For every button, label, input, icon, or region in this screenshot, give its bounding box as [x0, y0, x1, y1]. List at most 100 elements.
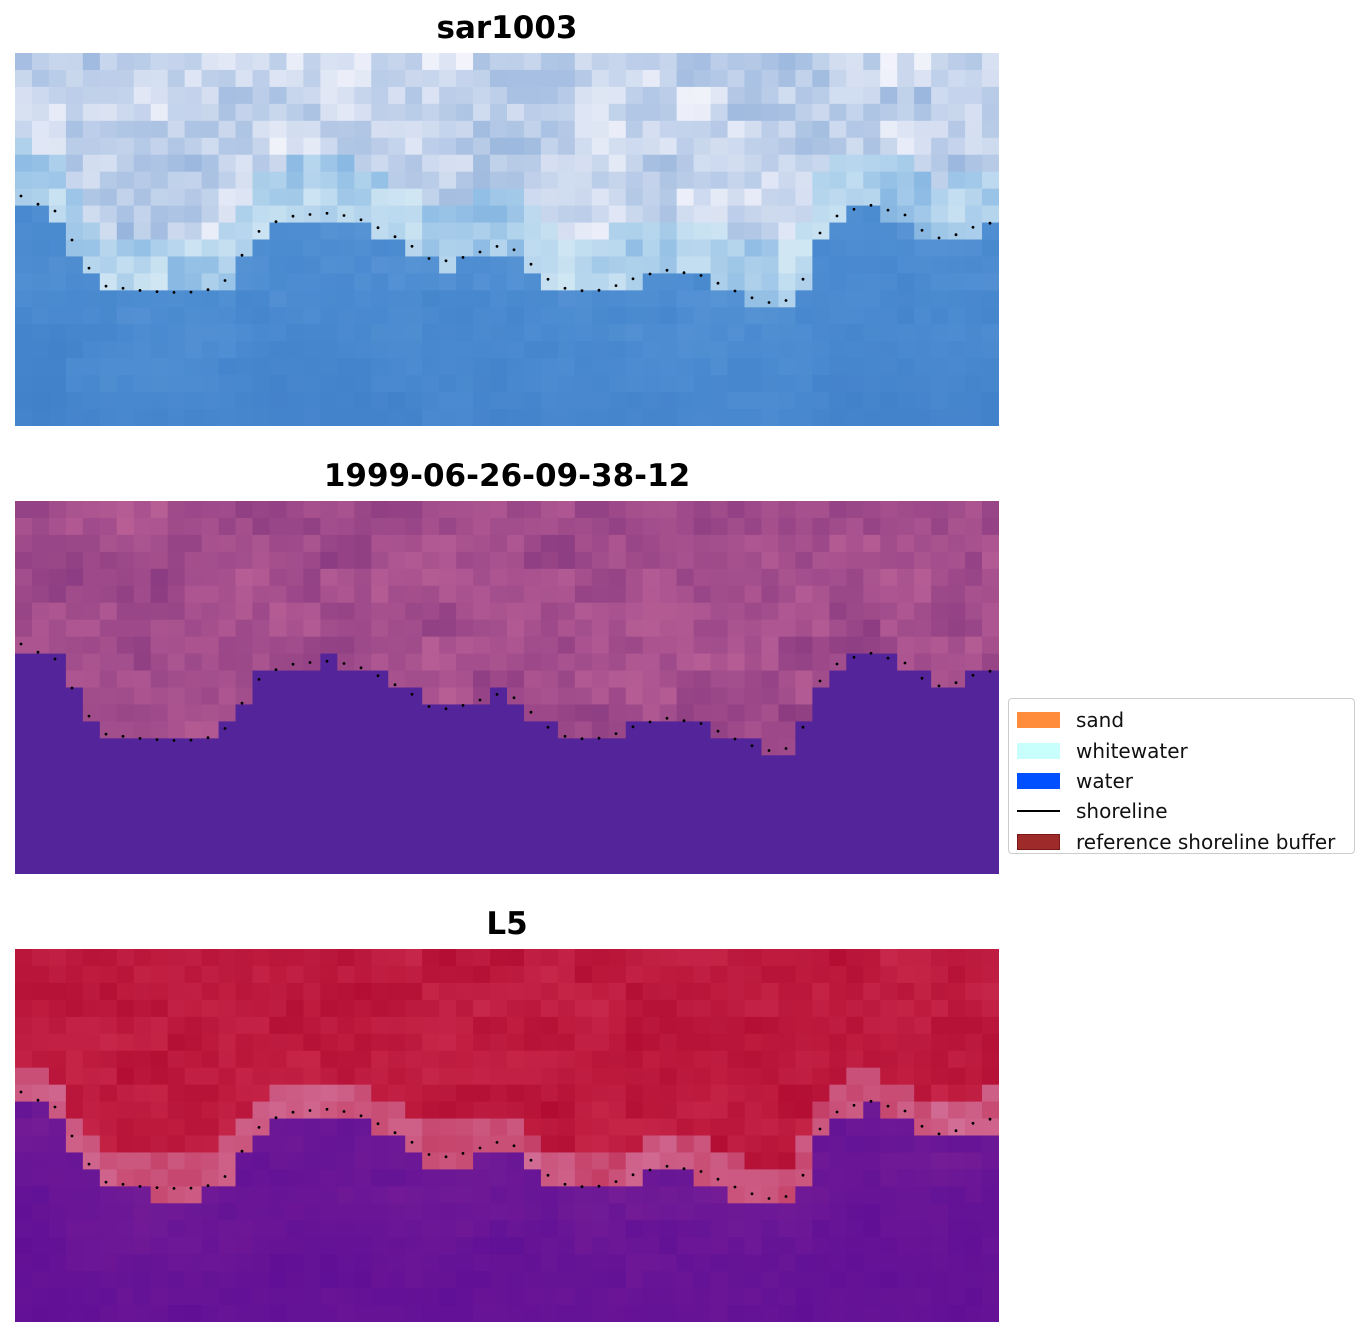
- shoreline-point: [376, 226, 380, 230]
- shoreline-point: [36, 202, 40, 206]
- shoreline-point: [223, 279, 227, 282]
- shoreline-point: [70, 686, 74, 690]
- shoreline-point: [342, 662, 346, 665]
- shoreline-point: [784, 299, 788, 302]
- shoreline-point: [172, 1187, 176, 1190]
- shoreline-point: [172, 739, 176, 742]
- shoreline-point: [189, 290, 193, 294]
- panel-index-image: [15, 949, 999, 1322]
- shoreline-point: [189, 738, 193, 742]
- shoreline-point: [70, 238, 74, 242]
- shoreline-point: [818, 679, 822, 683]
- shoreline-point: [784, 747, 788, 750]
- shoreline-point: [291, 1110, 295, 1114]
- shoreline-point: [53, 1105, 57, 1109]
- legend-label-sand: sand: [1076, 708, 1125, 733]
- shoreline-point: [869, 203, 873, 207]
- shoreline-point: [240, 253, 244, 257]
- shoreline-point: [104, 1180, 108, 1184]
- shoreline-point: [87, 266, 91, 270]
- legend-item-whitewater: whitewater: [1017, 735, 1354, 765]
- legend-label-water: water: [1076, 768, 1133, 793]
- shoreline-point: [529, 710, 533, 714]
- shoreline-point: [342, 214, 346, 217]
- shoreline-point: [495, 693, 499, 696]
- shoreline-point: [665, 1164, 669, 1168]
- shoreline-point: [784, 1195, 788, 1198]
- shoreline-point: [240, 701, 244, 705]
- shoreline-point: [580, 289, 584, 293]
- shoreline-point: [291, 662, 295, 666]
- shoreline-point: [563, 734, 567, 738]
- shoreline-point: [461, 1152, 465, 1155]
- shoreline-point: [648, 272, 652, 276]
- shoreline-point: [53, 657, 57, 661]
- shoreline-point: [801, 725, 805, 729]
- legend-swatch-reference-buffer: [1017, 833, 1060, 850]
- shoreline-point: [325, 1107, 329, 1111]
- shoreline-point: [121, 734, 125, 738]
- shoreline-point: [835, 214, 839, 218]
- shoreline-point: [835, 1110, 839, 1114]
- shoreline-point: [920, 1124, 924, 1128]
- legend-label-shoreline: shoreline: [1076, 799, 1168, 824]
- shoreline-point: [597, 736, 601, 740]
- shoreline-point: [19, 642, 23, 646]
- shoreline-point: [274, 1116, 278, 1120]
- shoreline-point: [716, 281, 720, 285]
- shoreline-point: [325, 211, 329, 215]
- shoreline-point: [614, 732, 618, 735]
- shoreline-point: [138, 289, 142, 292]
- shoreline-point: [376, 1122, 380, 1126]
- shoreline-point: [257, 1126, 261, 1129]
- shoreline-point: [699, 1170, 703, 1173]
- shoreline-point: [410, 692, 414, 696]
- shoreline-point: [580, 737, 584, 741]
- shoreline-point: [614, 1180, 618, 1183]
- shoreline-point: [393, 1131, 397, 1135]
- legend-swatch-water: [1017, 772, 1060, 789]
- shoreline-point: [529, 262, 533, 266]
- shoreline-point: [546, 277, 550, 281]
- shoreline-point: [274, 668, 278, 672]
- shoreline-point: [750, 296, 754, 300]
- classified-image-canvas: [15, 501, 999, 874]
- legend-swatch-whitewater: [1017, 742, 1060, 759]
- shoreline-point: [495, 245, 499, 248]
- shoreline-point: [937, 684, 941, 688]
- shoreline-point: [444, 707, 448, 711]
- shoreline-point: [376, 674, 380, 678]
- shoreline-point: [835, 662, 839, 666]
- shoreline-point: [971, 673, 975, 677]
- shoreline-point: [699, 274, 703, 277]
- shoreline-point: [257, 230, 261, 233]
- shoreline-point: [104, 732, 108, 736]
- shoreline-point: [852, 207, 856, 211]
- panel-title-rgb: sar1003: [436, 10, 578, 46]
- shoreline-point: [631, 1173, 635, 1177]
- shoreline-point: [597, 288, 601, 292]
- shoreline-point: [631, 277, 635, 281]
- shoreline-point: [529, 1158, 533, 1162]
- shoreline-point: [512, 248, 516, 252]
- shoreline-point: [291, 214, 295, 218]
- shoreline-point: [189, 1186, 193, 1190]
- shoreline-point: [767, 749, 771, 752]
- shoreline-point: [478, 1146, 482, 1150]
- legend: sand whitewater water shoreline referenc…: [1008, 698, 1355, 854]
- shoreline-point: [801, 277, 805, 281]
- shoreline-point: [886, 208, 890, 212]
- shoreline-point: [971, 1121, 975, 1125]
- shoreline-point: [733, 289, 737, 293]
- shoreline-point: [546, 1173, 550, 1177]
- shoreline-point: [716, 729, 720, 733]
- shoreline-point: [665, 268, 669, 272]
- shoreline-point: [19, 194, 23, 198]
- shoreline-point: [19, 1090, 23, 1094]
- shoreline-point: [750, 744, 754, 748]
- shoreline-point: [206, 1184, 210, 1188]
- shoreline-point: [87, 1162, 91, 1166]
- panel-title-classified: 1999-06-26-09-38-12: [323, 458, 691, 494]
- shoreline-point: [104, 284, 108, 288]
- shoreline-point: [240, 1149, 244, 1153]
